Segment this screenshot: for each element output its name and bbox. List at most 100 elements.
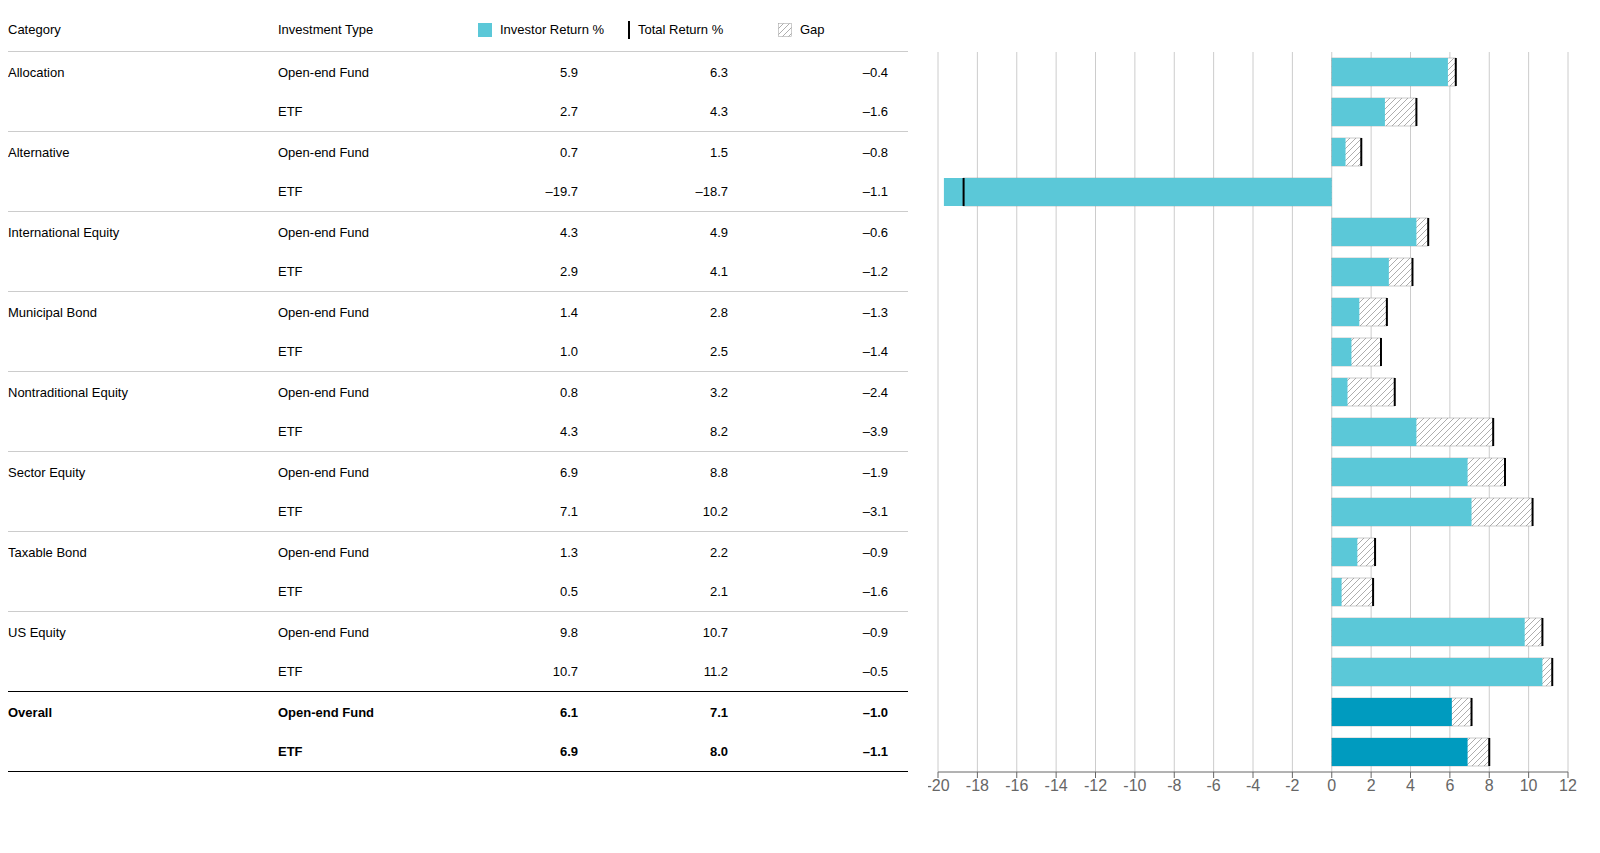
html-text:Open-end Fund: Open-end Fund [278, 144, 370, 160]
svg-text:-2: -2 [1285, 777, 1299, 794]
html-text:–3.1: –3.1 [862, 504, 888, 519]
svg-text:-4: -4 [1246, 777, 1260, 794]
html-text:2.1: 2.1 [709, 584, 728, 599]
svg-text:-8: -8 [1167, 777, 1181, 794]
html-text:Open-end Fund: Open-end Fund [278, 464, 370, 480]
html-text:Nontraditional Equity: Nontraditional Equity [8, 384, 128, 400]
html-text:International Equity: International Equity [8, 224, 120, 240]
html-text:7.1: 7.1 [709, 704, 728, 720]
html-text:–0.5: –0.5 [862, 664, 888, 679]
svg-text:-6: -6 [1207, 777, 1221, 794]
html-text:–3.9: –3.9 [862, 424, 888, 439]
html-text:Alternative: Alternative [8, 144, 70, 160]
html-text:ETF: ETF [278, 504, 303, 519]
html-text:Overall: Overall [8, 704, 53, 720]
html-text:6.9: 6.9 [559, 464, 578, 480]
html-text:–1.9: –1.9 [862, 464, 888, 480]
html-text:Open-end Fund: Open-end Fund [278, 64, 370, 80]
html-text:Investment Type: Investment Type [278, 22, 374, 37]
html-text:Taxable Bond: Taxable Bond [8, 544, 87, 560]
svg-text:-16: -16 [1005, 777, 1028, 794]
html-text:–1.6: –1.6 [862, 104, 888, 119]
html-text:2.5: 2.5 [709, 344, 728, 359]
html-text:Open-end Fund: Open-end Fund [278, 384, 370, 400]
html-text:2.7: 2.7 [559, 104, 578, 119]
svg-text:12: 12 [1559, 777, 1577, 794]
html-text:6.3: 6.3 [709, 64, 728, 80]
html-text:ETF: ETF [278, 584, 303, 599]
html-text:–1.6: –1.6 [862, 584, 888, 599]
html-text:2.8: 2.8 [709, 304, 728, 320]
html-text:Sector Equity: Sector Equity [8, 464, 86, 480]
html-text:–1.4: –1.4 [862, 344, 888, 359]
html-text:ETF: ETF [278, 104, 303, 119]
html-text:–19.7: –19.7 [545, 184, 578, 199]
html-text:ETF: ETF [278, 744, 303, 759]
html-text:Open-end Fund: Open-end Fund [278, 224, 370, 240]
html-text:Allocation: Allocation [8, 64, 65, 80]
html-text:11.2: 11.2 [703, 664, 728, 679]
html-text:4.3: 4.3 [559, 224, 578, 240]
html-text:1.0: 1.0 [559, 344, 578, 359]
html-text:8.8: 8.8 [709, 464, 728, 480]
html-text:US Equity: US Equity [8, 624, 66, 640]
html-text:7.1: 7.1 [559, 504, 578, 519]
html-text:Total Return %: Total Return % [638, 22, 724, 37]
html-text:10.7: 10.7 [552, 664, 578, 679]
html-text:1.5: 1.5 [709, 144, 728, 160]
svg-text:-10: -10 [1123, 777, 1146, 794]
html-text:–0.4: –0.4 [862, 64, 888, 80]
html-text:–1.3: –1.3 [862, 304, 888, 320]
html-text:1.4: 1.4 [559, 304, 578, 320]
html-text:5.9: 5.9 [559, 64, 578, 80]
html-text:–0.9: –0.9 [862, 624, 888, 640]
html-text:ETF: ETF [278, 184, 303, 199]
html-text:1.3: 1.3 [559, 544, 578, 560]
html-text:Gap: Gap [800, 22, 825, 37]
html-text:ETF: ETF [278, 664, 303, 679]
html-text:Category: Category [8, 22, 61, 37]
html-text:–0.9: –0.9 [862, 544, 888, 560]
html-text:9.8: 9.8 [559, 624, 578, 640]
html-text:4.1: 4.1 [709, 264, 728, 279]
svg-text:-12: -12 [1084, 777, 1107, 794]
html-text:2.9: 2.9 [559, 264, 578, 279]
html-text:3.2: 3.2 [709, 384, 728, 400]
svg-text:10: 10 [1520, 777, 1538, 794]
html-text:6.1: 6.1 [559, 704, 578, 720]
html-text:Municipal Bond: Municipal Bond [8, 304, 97, 320]
html-text:10.2: 10.2 [702, 504, 728, 519]
html-text:8.2: 8.2 [709, 424, 728, 439]
html-text:–0.8: –0.8 [862, 144, 888, 160]
html-text:Open-end Fund: Open-end Fund [278, 304, 370, 320]
html-text:0.5: 0.5 [559, 584, 578, 599]
html-text:4.3: 4.3 [709, 104, 728, 119]
html-text:–1.2: –1.2 [862, 264, 888, 279]
html-text:ETF: ETF [278, 344, 303, 359]
html-text:Open-end Fund: Open-end Fund [278, 704, 374, 720]
html-text:–1.0: –1.0 [862, 704, 888, 720]
html-text:0.8: 0.8 [559, 384, 578, 400]
svg-text:2: 2 [1367, 777, 1376, 794]
html-text:0.7: 0.7 [559, 144, 578, 160]
html-text:–0.6: –0.6 [862, 224, 888, 240]
html-text:4.3: 4.3 [559, 424, 578, 439]
html-text:–18.7: –18.7 [695, 184, 728, 199]
html-text:ETF: ETF [278, 264, 303, 279]
svg-text:4: 4 [1406, 777, 1415, 794]
svg-text:0: 0 [1327, 777, 1336, 794]
svg-text:6: 6 [1445, 777, 1454, 794]
html-text:4.9: 4.9 [709, 224, 728, 240]
html-text:Open-end Fund: Open-end Fund [278, 544, 370, 560]
html-text:–2.4: –2.4 [862, 384, 888, 400]
html-text:2.2: 2.2 [709, 544, 728, 560]
html-text:Investor Return %: Investor Return % [500, 22, 604, 37]
svg-text:-14: -14 [1045, 777, 1068, 794]
svg-text:8: 8 [1485, 777, 1494, 794]
svg-text:-20: -20 [928, 777, 950, 794]
html-text:–1.1: –1.1 [862, 184, 888, 199]
html-text:ETF: ETF [278, 424, 303, 439]
html-text:10.7: 10.7 [702, 624, 728, 640]
html-text:Open-end Fund: Open-end Fund [278, 624, 370, 640]
svg-text:-18: -18 [966, 777, 989, 794]
